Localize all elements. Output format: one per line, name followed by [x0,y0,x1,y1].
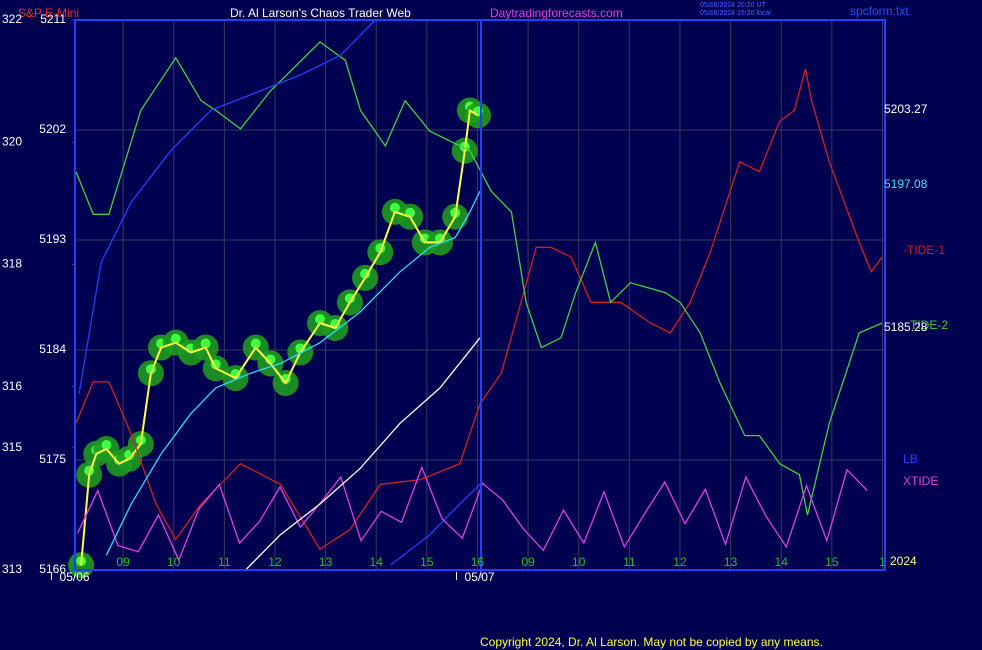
halo-marker-core [315,314,326,325]
stamp: 05/06/2024 20:20 UT [700,2,766,9]
x-tick-label: 12 [673,555,687,569]
x-tick-label: 10 [572,555,586,569]
y-tick-label: 5193 [39,232,66,246]
y2-tick-label: 320 [2,134,22,148]
halo-marker-core [295,343,306,354]
halo-marker-core [344,293,355,304]
halo-marker-core [435,233,446,244]
file-name: spcform.txt [850,4,909,18]
x-tick-label: 15 [825,555,839,569]
series-line [76,465,868,562]
x-tick-label: 11 [218,555,231,569]
halo-marker-core [101,440,112,450]
date-label: 05/06 [60,570,90,584]
legend-label: -TIDE-1 [903,243,945,257]
y2-tick-label: 322 [2,12,22,26]
year-label: 2024 [890,554,917,568]
x-tick-label: 13 [724,555,738,569]
x-tick-label: 12 [268,555,282,569]
x-tick-label: 09 [116,555,130,569]
series-line [105,190,481,556]
legend-label: XTIDE [903,474,938,488]
y2-tick-label: 316 [2,379,22,393]
series-line [78,19,481,566]
date-label: 05/07 [465,570,495,584]
chart-subtitle: S&P E-Mini [18,6,79,20]
right-value-label: 5203.27 [884,102,928,116]
x-tick-label: 10 [167,555,181,569]
right-value-label: 5197.08 [884,177,928,191]
x-tick-label: 14 [370,555,384,569]
website: Daytradingforecasts.com [490,6,623,20]
y2-tick-label: 315 [2,440,22,454]
x-tick-label: 09 [521,555,535,569]
halo-marker-core [200,338,211,349]
x-tick-label: 16 [471,555,485,569]
stamp: 05/06/2024 15:20 local [700,10,771,17]
series-line [75,41,883,516]
x-tick-label: 14 [775,555,789,569]
series-line [245,337,481,571]
legend-label: LB [903,452,918,466]
copyright: Copyright 2024, Dr. Al Larson. May not b… [480,635,823,649]
x-tick-label: 15 [420,555,434,569]
halo-marker-core [170,333,181,344]
halo-marker-core [360,268,371,279]
y-tick-label: 5211 [40,12,66,26]
right-value-label: 5185.28 [884,320,928,334]
x-tick-label: 1 [879,555,886,569]
series-line [75,68,883,551]
y-tick-label: 5166 [39,562,66,576]
halo-marker-core [389,202,400,213]
chart-title: Dr. Al Larson's Chaos Trader Web [230,6,411,20]
y2-tick-label: 318 [2,257,22,271]
y-tick-label: 5175 [39,452,66,466]
series-line [80,108,479,566]
legend-label: TIDE-2 [910,318,948,332]
y2-tick-label: 313 [2,562,22,576]
halo-marker-core [250,338,261,349]
y-tick-label: 5202 [39,122,66,136]
y-tick-label: 5184 [39,342,66,356]
x-tick-label: 13 [319,555,333,569]
x-tick-label: 11 [623,555,636,569]
